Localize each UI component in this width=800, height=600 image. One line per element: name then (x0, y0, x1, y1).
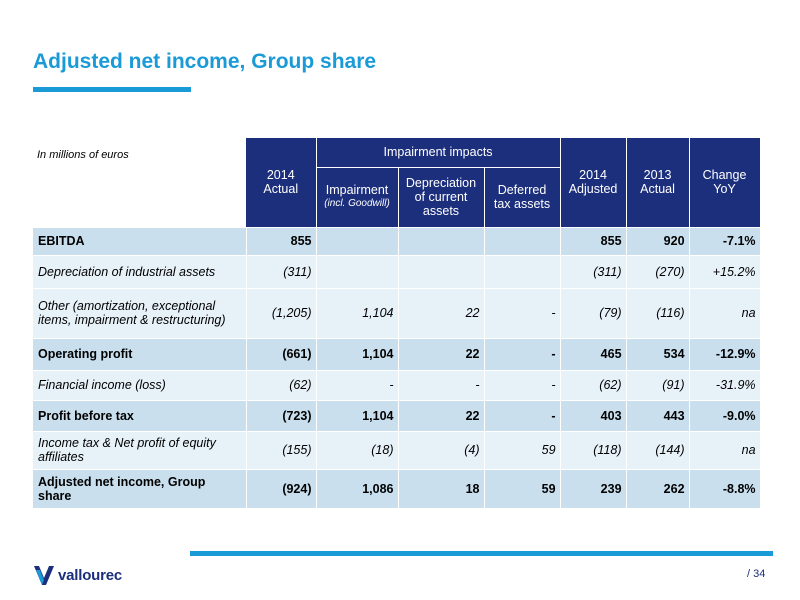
cell-impairment: 1,104 (316, 338, 399, 371)
page-number: / 34 (747, 568, 766, 580)
header-impairment-note: (incl. Goodwill) (324, 198, 390, 209)
row-label: Other (amortization, exceptional items, … (33, 288, 247, 339)
cell-change: na (689, 431, 761, 470)
cell-2014-adjusted: (311) (560, 255, 627, 289)
cell-2013-actual: 920 (626, 227, 690, 256)
cell-deferred: - (484, 338, 561, 371)
vallourec-logo: vallourec (33, 564, 122, 586)
footer-accent-bar (190, 551, 773, 556)
vallourec-logo-icon (34, 566, 54, 585)
cell-deferred (484, 227, 561, 256)
cell-impairment: (18) (316, 431, 399, 470)
cell-change: -8.8% (689, 469, 761, 509)
cell-depreciation (398, 227, 485, 256)
table-row: Income tax & Net profit of equity affili… (33, 431, 761, 470)
table-row: Financial income (loss) (62) - - - (62) … (33, 370, 761, 401)
cell-change: -12.9% (689, 338, 761, 371)
cell-change: +15.2% (689, 255, 761, 289)
cell-impairment: - (316, 370, 399, 401)
cell-depreciation: 22 (398, 400, 485, 432)
cell-change: -7.1% (689, 227, 761, 256)
cell-2014-adjusted: 465 (560, 338, 627, 371)
row-label: EBITDA (33, 227, 247, 256)
header-impairment-impacts: Impairment impacts (316, 138, 561, 168)
table-row: EBITDA 855 855 920 -7.1% (33, 227, 761, 256)
units-label: In millions of euros (33, 138, 246, 228)
header-change-yoy: Change YoY (689, 138, 761, 228)
cell-deferred: - (484, 370, 561, 401)
cell-2014-actual: (311) (246, 255, 317, 289)
cell-2013-actual: (116) (626, 288, 690, 339)
cell-2014-adjusted: 239 (560, 469, 627, 509)
cell-2014-adjusted: 855 (560, 227, 627, 256)
cell-2013-actual: (144) (626, 431, 690, 470)
cell-2014-actual: 855 (246, 227, 317, 256)
header-impairment-label: Impairment (325, 183, 389, 197)
row-label: Profit before tax (33, 400, 247, 432)
header-depreciation: Depreciation of current assets (398, 167, 485, 228)
cell-2014-actual: (924) (246, 469, 317, 509)
cell-2014-adjusted: (62) (560, 370, 627, 401)
cell-2013-actual: 443 (626, 400, 690, 432)
cell-2014-actual: (155) (246, 431, 317, 470)
cell-impairment: 1,086 (316, 469, 399, 509)
row-label: Operating profit (33, 338, 247, 371)
cell-2013-actual: 534 (626, 338, 690, 371)
cell-depreciation: (4) (398, 431, 485, 470)
page-title: Adjusted net income, Group share (33, 50, 377, 73)
cell-depreciation (398, 255, 485, 289)
cell-2014-adjusted: 403 (560, 400, 627, 432)
row-label: Income tax & Net profit of equity affili… (33, 431, 247, 470)
cell-deferred (484, 255, 561, 289)
cell-2014-adjusted: (79) (560, 288, 627, 339)
cell-depreciation: 22 (398, 288, 485, 339)
cell-2014-adjusted: (118) (560, 431, 627, 470)
table-row: Depreciation of industrial assets (311) … (33, 255, 761, 289)
cell-2013-actual: 262 (626, 469, 690, 509)
cell-deferred: - (484, 288, 561, 339)
income-table-container: In millions of euros 2014 Actual Impairm… (33, 138, 761, 509)
cell-change: -9.0% (689, 400, 761, 432)
cell-deferred: 59 (484, 431, 561, 470)
table-row: Operating profit (661) 1,104 22 - 465 53… (33, 338, 761, 371)
row-label: Financial income (loss) (33, 370, 247, 401)
income-table: In millions of euros 2014 Actual Impairm… (33, 138, 761, 509)
header-2013-actual: 2013 Actual (626, 138, 690, 228)
title-underline (33, 87, 191, 92)
row-label: Depreciation of industrial assets (33, 255, 247, 289)
header-2014-actual: 2014 Actual (246, 138, 317, 228)
cell-deferred: - (484, 400, 561, 432)
row-label: Adjusted net income, Group share (33, 469, 247, 509)
cell-depreciation: 18 (398, 469, 485, 509)
table-row: Profit before tax (723) 1,104 22 - 403 4… (33, 400, 761, 432)
table-row: Other (amortization, exceptional items, … (33, 288, 761, 339)
cell-depreciation: - (398, 370, 485, 401)
table-row: Adjusted net income, Group share (924) 1… (33, 469, 761, 509)
header-deferred-tax: Deferred tax assets (484, 167, 561, 228)
cell-change: -31.9% (689, 370, 761, 401)
cell-2013-actual: (91) (626, 370, 690, 401)
cell-change: na (689, 288, 761, 339)
cell-impairment (316, 255, 399, 289)
cell-impairment: 1,104 (316, 288, 399, 339)
cell-2013-actual: (270) (626, 255, 690, 289)
header-impairment: Impairment (incl. Goodwill) (316, 167, 399, 228)
cell-deferred: 59 (484, 469, 561, 509)
cell-2014-actual: (723) (246, 400, 317, 432)
cell-2014-actual: (661) (246, 338, 317, 371)
cell-depreciation: 22 (398, 338, 485, 371)
cell-2014-actual: (62) (246, 370, 317, 401)
vallourec-logo-text: vallourec (58, 566, 123, 584)
cell-impairment: 1,104 (316, 400, 399, 432)
header-2014-adjusted: 2014 Adjusted (560, 138, 627, 228)
cell-2014-actual: (1,205) (246, 288, 317, 339)
cell-impairment (316, 227, 399, 256)
